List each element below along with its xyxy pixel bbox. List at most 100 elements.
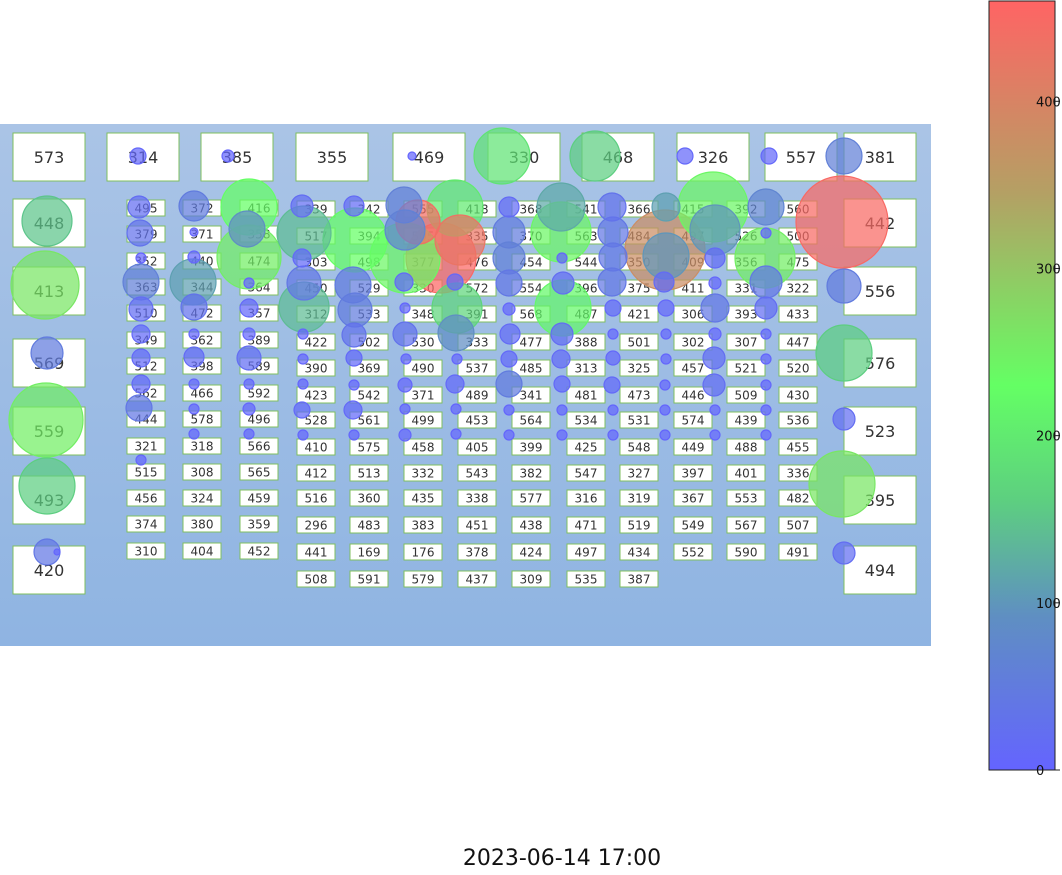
rack-cell: 169 [349,543,389,561]
rack-cell: 471 [566,516,606,534]
rack-cell-label: 578 [191,412,214,426]
rack-cell: 360 [349,489,389,507]
rack-cell-label: 390 [305,361,328,375]
bubble [605,350,621,366]
rack-cell: 497 [566,543,606,561]
bubble [659,404,671,416]
rack-cell: 509 [726,386,766,404]
rack-cell: 449 [673,438,713,456]
rack-cell: 535 [566,570,606,588]
bubble [297,328,309,340]
bubble [10,250,80,320]
rack-cell: 519 [619,516,659,534]
bubble [385,186,423,224]
bubble [392,321,418,347]
bubble [551,349,571,369]
rack-cell: 423 [296,386,336,404]
rack-cell-box [778,543,818,561]
rack-cell-label: 393 [735,307,758,321]
rack-cell: 507 [778,516,818,534]
rack-cell-box [239,437,279,455]
rack-cell-label: 359 [248,517,271,531]
rack-cell: 578 [182,410,222,428]
rack-cell-label: 485 [520,361,543,375]
rack-cell-label: 169 [358,545,381,559]
rack-cell-label: 497 [575,545,598,559]
rack-cell: 451 [457,516,497,534]
rack-cell: 543 [457,464,497,482]
rack-cell: 564 [511,411,551,429]
rack-cell-label: 577 [520,491,543,505]
bubble [445,374,465,394]
bubble [659,379,671,391]
bubble [446,273,464,291]
rack-cell-label: 371 [412,388,435,402]
rack-cell-label: 552 [682,545,705,559]
bubble [659,429,671,441]
rack-cell: 430 [778,386,818,404]
rack-cell-box [403,570,443,588]
rack-cell-label: 519 [628,518,651,532]
rack-cell-label: 521 [735,361,758,375]
rack-cell-box [619,543,659,561]
rack-cell-box [457,464,497,482]
rack-cell-box [619,489,659,507]
rack-cell-box [511,570,551,588]
bubble [188,403,200,415]
rack-cell-label: 424 [520,545,543,559]
bubble [603,376,621,394]
rack-cell-box [296,464,336,482]
rack-cell-box [511,359,551,377]
rack-cell-label: 449 [682,440,705,454]
rack-cell: 383 [403,516,443,534]
bubble [760,328,772,340]
bubble [556,429,568,441]
rack-cell: 455 [778,438,818,456]
rack-cell-box [726,359,766,377]
rack-cell: 387 [619,570,659,588]
bubble [760,353,772,365]
rack-cell-label: 302 [682,335,705,349]
rack-cell-label: 378 [466,545,489,559]
rack-cell-label: 481 [575,388,598,402]
rack-cell-box [126,489,166,507]
bubble [131,374,151,394]
bubble [708,276,722,290]
rack-cell-label: 537 [466,361,489,375]
rack-cell: 473 [619,386,659,404]
rack-cell-box [726,464,766,482]
rack-cell-box [673,333,713,351]
rack-cell-label: 501 [628,335,651,349]
rack-cell-label: 536 [787,413,810,427]
rack-cell-box [566,570,606,588]
rack-cell: 321 [126,437,166,455]
rack-cell-box [566,516,606,534]
rack-cell-label: 509 [735,388,758,402]
rack-cell: 508 [296,570,336,588]
bubble [30,336,64,370]
rack-cell: 553 [726,489,766,507]
rack-cell: 579 [403,570,443,588]
rack-right-label: 494 [865,561,896,580]
rack-cell-label: 565 [248,465,271,479]
rack-right-label: 381 [865,148,896,167]
bubble [243,277,255,289]
rack-cell-label: 336 [787,466,810,480]
chart-title: 2023-06-14 17:00 [462,846,662,871]
bubble [815,324,873,382]
rack-cell-box [726,543,766,561]
rack-cell: 446 [673,386,713,404]
rack-cell-label: 535 [575,572,598,586]
rack-cell-label: 439 [735,413,758,427]
rack-cell-box [403,359,443,377]
rack-cell: 332 [403,464,443,482]
rack-cell: 441 [296,543,336,561]
rack-cell-label: 507 [787,518,810,532]
rack-cell-box [778,333,818,351]
rack-cell-box [566,543,606,561]
rack-cell: 378 [457,543,497,561]
rack-top-label: 326 [698,148,729,167]
rack-cell: 359 [239,515,279,533]
rack-cell: 542 [349,386,389,404]
